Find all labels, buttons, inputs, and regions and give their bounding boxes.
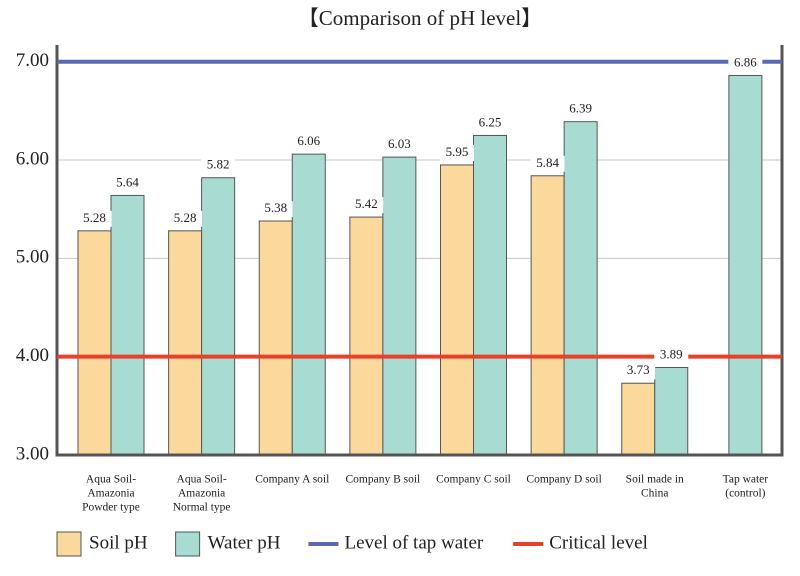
bar xyxy=(77,230,112,456)
value-label-bg xyxy=(382,137,417,154)
value-label: 3.73 xyxy=(627,362,650,377)
x-tick-label: China xyxy=(641,488,668,500)
bar xyxy=(530,175,565,456)
x-tick-label: Powder type xyxy=(82,502,140,514)
x-tick-label: Company B soil xyxy=(345,474,420,486)
value-label-bg xyxy=(621,363,656,380)
legend-label: Critical level xyxy=(549,532,648,553)
legend-swatch xyxy=(175,531,201,557)
value-label-bg xyxy=(258,200,293,217)
y-tick-label: 4.00 xyxy=(16,345,49,366)
x-tick-label: Amazonia xyxy=(87,488,134,500)
value-label: 5.95 xyxy=(446,144,469,159)
bar xyxy=(349,216,384,456)
legend-label: Level of tap water xyxy=(344,532,483,553)
value-label-bg xyxy=(168,210,203,227)
x-tick-label: Tap water xyxy=(723,474,769,486)
bar xyxy=(728,74,763,456)
x-tick-label: Aqua Soil- xyxy=(86,474,136,486)
value-label: 6.39 xyxy=(569,101,592,116)
x-tick-label: (control) xyxy=(725,488,765,500)
value-label: 5.42 xyxy=(355,196,378,211)
value-label-bg xyxy=(77,210,112,227)
bar xyxy=(382,156,417,456)
value-label-bg xyxy=(728,55,763,72)
value-label: 5.28 xyxy=(174,210,197,225)
y-tick-label: 3.00 xyxy=(16,443,49,464)
x-tick-label: Amazonia xyxy=(178,488,225,500)
value-label: 5.64 xyxy=(116,174,139,189)
y-tick-label: 5.00 xyxy=(16,247,49,268)
value-label: 6.86 xyxy=(734,54,757,69)
legend-label: Water pH xyxy=(208,532,281,553)
value-label: 6.06 xyxy=(297,133,320,148)
bar xyxy=(473,134,507,456)
value-label: 5.82 xyxy=(207,157,230,172)
value-label: 5.84 xyxy=(536,155,559,170)
value-label-bg xyxy=(291,134,326,151)
bar xyxy=(563,121,598,456)
plot-frame xyxy=(55,45,784,457)
value-label-bg xyxy=(654,347,689,364)
x-tick-label: Normal type xyxy=(173,502,231,514)
x-tick-label: Aqua Soil- xyxy=(177,474,227,486)
bar xyxy=(258,220,293,456)
legend-label: Soil pH xyxy=(89,532,148,553)
legend-swatch xyxy=(56,531,82,557)
value-label-bg xyxy=(530,155,565,172)
y-tick-label: 7.00 xyxy=(16,50,49,71)
bar xyxy=(201,177,236,456)
value-label: 6.25 xyxy=(479,114,502,129)
bar xyxy=(291,153,326,456)
x-tick-label: Company A soil xyxy=(255,474,329,486)
chart-title: 【Comparison of pH level】 xyxy=(298,6,542,30)
value-label-bg xyxy=(201,157,236,174)
value-label-bg xyxy=(349,197,384,214)
y-tick-label: 6.00 xyxy=(16,148,49,169)
value-label-bg xyxy=(563,101,598,118)
value-label-bg xyxy=(110,175,145,192)
value-label: 5.28 xyxy=(83,210,106,225)
value-label: 3.89 xyxy=(660,346,683,361)
bar xyxy=(440,164,474,456)
bar xyxy=(168,230,203,456)
bar xyxy=(110,194,145,456)
value-label: 6.03 xyxy=(388,136,411,151)
value-label-bg xyxy=(473,115,507,132)
x-tick-label: Company C soil xyxy=(436,474,511,486)
x-tick-label: Company D soil xyxy=(526,474,601,486)
value-label: 5.38 xyxy=(264,200,287,215)
bar xyxy=(654,366,689,456)
bar xyxy=(621,382,656,456)
x-tick-label: Soil made in xyxy=(626,474,684,486)
value-label-bg xyxy=(440,144,474,161)
